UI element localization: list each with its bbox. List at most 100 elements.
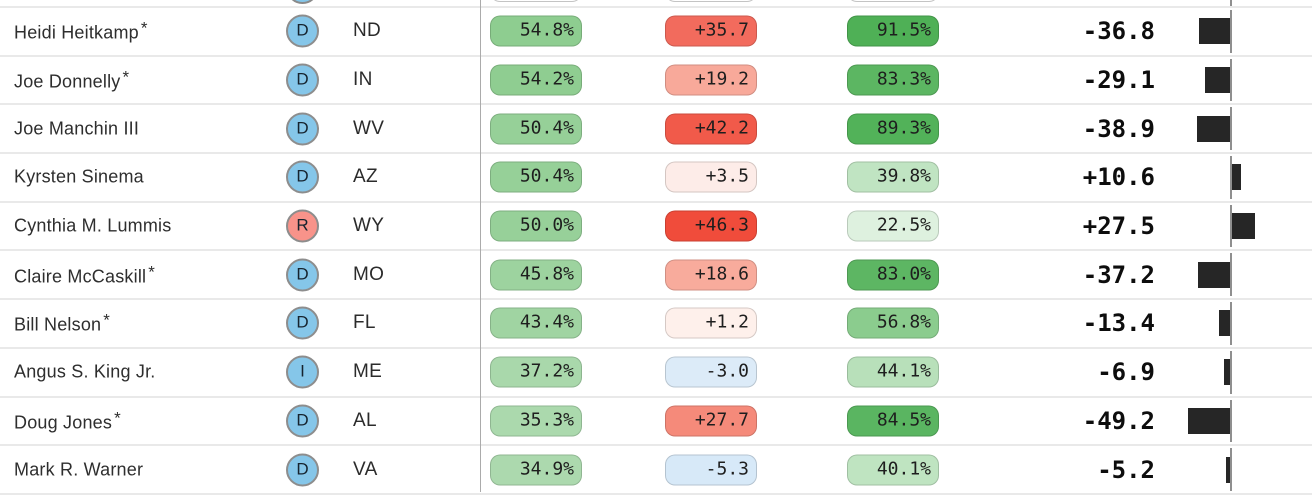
margin-pill: +1.2 bbox=[665, 307, 757, 339]
trump-score-pill: 54.2% bbox=[490, 64, 582, 96]
state-label: WY bbox=[353, 215, 385, 237]
senator-name-text: Joe Donnelly bbox=[14, 71, 121, 92]
plus-minus-bar bbox=[1232, 213, 1256, 240]
party-badge: D bbox=[286, 306, 319, 340]
table-row-partial bbox=[0, 0, 1312, 8]
margin-pill: +19.2 bbox=[665, 64, 757, 96]
margin-pill-fragment bbox=[665, 0, 757, 2]
predicted-score-pill: 39.8% bbox=[847, 161, 939, 193]
plus-minus-bar bbox=[1225, 456, 1230, 483]
party-badge: R bbox=[286, 209, 319, 243]
margin-pill: +3.5 bbox=[665, 161, 757, 193]
senator-name: Angus S. King Jr. bbox=[14, 362, 155, 383]
plus-minus-value: -49.2 bbox=[1082, 406, 1155, 435]
margin-pill: -5.3 bbox=[665, 454, 757, 486]
table-row: Joe Donnelly * D IN 54.2% +19.2 83.3% -29… bbox=[0, 56, 1312, 106]
bar-axis-line bbox=[1230, 156, 1232, 199]
predicted-score-pill: 83.0% bbox=[847, 259, 939, 291]
column-divider-line bbox=[480, 0, 481, 492]
plus-minus-bar bbox=[1224, 359, 1230, 386]
party-badge: D bbox=[286, 112, 319, 146]
incumbent-asterisk: * bbox=[148, 262, 156, 282]
party-badge: D bbox=[286, 258, 319, 292]
trump-score-pill: 54.8% bbox=[490, 15, 582, 47]
bar-axis-line bbox=[1230, 302, 1232, 345]
incumbent-asterisk: * bbox=[140, 18, 148, 38]
incumbent-asterisk: * bbox=[103, 310, 111, 330]
margin-pill: +35.7 bbox=[665, 15, 757, 47]
margin-pill: +27.7 bbox=[665, 405, 757, 437]
plus-minus-bar bbox=[1218, 310, 1230, 337]
plus-minus-bar bbox=[1232, 164, 1241, 191]
senator-name: Bill Nelson * bbox=[14, 311, 110, 336]
state-label: FL bbox=[353, 312, 376, 334]
plus-minus-value: -29.1 bbox=[1082, 66, 1155, 95]
plus-minus-value: -38.9 bbox=[1082, 114, 1155, 143]
plus-minus-value: -13.4 bbox=[1082, 309, 1155, 338]
predicted-score-pill: 89.3% bbox=[847, 113, 939, 145]
bar-axis-line bbox=[1230, 204, 1232, 248]
party-badge-fragment bbox=[286, 0, 319, 4]
trump-score-pill: 43.4% bbox=[490, 307, 582, 339]
margin-pill: +18.6 bbox=[665, 259, 757, 291]
senator-name: Claire McCaskill * bbox=[14, 262, 155, 287]
senator-name-text: Claire McCaskill bbox=[14, 266, 147, 287]
senator-name: Joe Donnelly * bbox=[14, 68, 129, 93]
plus-minus-bar bbox=[1205, 67, 1230, 94]
party-badge: D bbox=[286, 63, 319, 97]
trump-score-pill: 45.8% bbox=[490, 259, 582, 291]
bar-axis-line bbox=[1230, 350, 1232, 394]
table-row: Heidi Heitkamp * D ND 54.8% +35.7 91.5% -… bbox=[0, 8, 1312, 57]
table-row: Claire McCaskill * D MO 45.8% +18.6 83.0%… bbox=[0, 251, 1312, 301]
plus-minus-value: +10.6 bbox=[1082, 163, 1155, 192]
party-badge: D bbox=[286, 160, 319, 194]
state-label: IN bbox=[353, 69, 373, 91]
predicted-score-pill: 84.5% bbox=[847, 405, 939, 437]
senator-name-text: Cynthia M. Lummis bbox=[14, 215, 172, 236]
predicted-pill-fragment bbox=[847, 0, 939, 2]
state-label: WV bbox=[353, 117, 385, 139]
trump-score-pill: 50.4% bbox=[490, 113, 582, 145]
plus-minus-value: +27.5 bbox=[1082, 212, 1155, 241]
plus-minus-value: -36.8 bbox=[1082, 17, 1155, 46]
plus-minus-value: -6.9 bbox=[1097, 358, 1155, 387]
senator-name-text: Joe Manchin III bbox=[14, 118, 140, 139]
predicted-score-pill: 83.3% bbox=[847, 64, 939, 96]
party-badge: I bbox=[286, 355, 319, 389]
senator-name-text: Angus S. King Jr. bbox=[14, 361, 156, 382]
table-row: Kyrsten Sinema D AZ 50.4% +3.5 39.8% +10… bbox=[0, 154, 1312, 203]
trump-score-pill: 34.9% bbox=[490, 454, 582, 486]
senator-name-text: Bill Nelson bbox=[14, 314, 102, 335]
incumbent-asterisk: * bbox=[114, 408, 121, 428]
predicted-score-pill: 22.5% bbox=[847, 210, 939, 242]
senator-name: Mark R. Warner bbox=[14, 459, 143, 480]
senator-name: Cynthia M. Lummis bbox=[14, 216, 171, 237]
bar-axis-line bbox=[1230, 10, 1232, 53]
bar-axis-line bbox=[1230, 58, 1232, 102]
state-label: AZ bbox=[353, 166, 378, 188]
bar-axis-line bbox=[1230, 107, 1232, 151]
table-row: Mark R. Warner D VA 34.9% -5.3 40.1% -5.… bbox=[0, 446, 1312, 495]
senator-name-text: Kyrsten Sinema bbox=[14, 166, 144, 187]
trump-score-pill: 50.0% bbox=[490, 210, 582, 242]
senator-name-text: Doug Jones bbox=[14, 412, 113, 433]
plus-minus-bar bbox=[1196, 115, 1230, 142]
incumbent-asterisk: * bbox=[122, 67, 130, 87]
table-row: Joe Manchin III D WV 50.4% +42.2 89.3% -… bbox=[0, 105, 1312, 155]
state-label: ND bbox=[353, 20, 382, 42]
plus-minus-bar bbox=[1188, 407, 1230, 434]
predicted-score-pill: 91.5% bbox=[847, 15, 939, 47]
trump-score-pill: 50.4% bbox=[490, 161, 582, 193]
state-label: AL bbox=[353, 409, 377, 431]
party-badge: D bbox=[286, 14, 319, 48]
senator-name: Doug Jones * bbox=[14, 408, 121, 433]
trump-score-pill: 35.3% bbox=[490, 405, 582, 437]
state-label: MO bbox=[353, 263, 385, 285]
trump-score-pill-fragment bbox=[490, 0, 582, 2]
table-row: Angus S. King Jr. I ME 37.2% -3.0 44.1% … bbox=[0, 348, 1312, 398]
party-badge: D bbox=[286, 453, 319, 487]
senator-name-text: Mark R. Warner bbox=[14, 459, 144, 480]
margin-pill: +42.2 bbox=[665, 113, 757, 145]
bar-axis-line bbox=[1230, 448, 1232, 491]
